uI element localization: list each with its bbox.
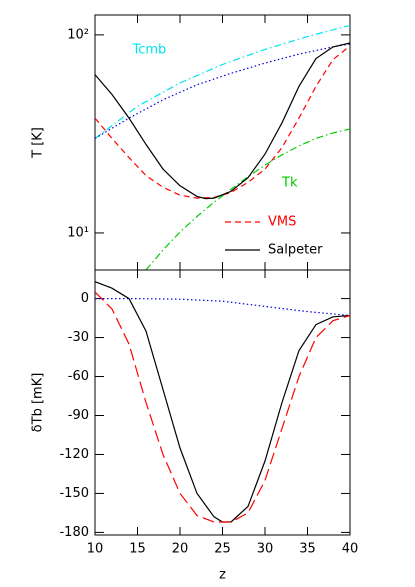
legend-label: VMS — [268, 215, 296, 230]
y-tick-label: 10¹ — [67, 225, 89, 240]
y-tick-label: 0 — [81, 291, 89, 306]
series-line — [94, 281, 351, 523]
x-tick-label: 40 — [342, 542, 359, 557]
x-axis-label: z — [219, 568, 226, 583]
x-tick-label: 15 — [129, 542, 146, 557]
series-line — [94, 45, 351, 199]
y-axis-label: T [K] — [31, 127, 46, 159]
legend-label: Salpeter — [268, 243, 323, 258]
y-tick-label: -120 — [59, 447, 89, 462]
y-tick-label: -150 — [59, 486, 89, 501]
x-tick-label: 35 — [299, 542, 316, 557]
x-tick-label: 10 — [87, 542, 104, 557]
y-tick-label: -90 — [68, 408, 89, 423]
y-tick-label: -60 — [68, 369, 89, 384]
series-line — [94, 42, 351, 200]
y-tick-label: 10² — [67, 27, 89, 42]
y-axis-label: δTb [mK] — [31, 373, 46, 433]
series-line — [94, 24, 351, 139]
x-tick-label: 25 — [214, 542, 231, 557]
series-line — [94, 43, 351, 139]
series-label: Tcmb — [132, 43, 167, 58]
series-label: Tk — [281, 175, 298, 190]
x-tick-label: 30 — [257, 542, 274, 557]
y-tick-label: -30 — [68, 330, 89, 345]
x-tick-label: 20 — [172, 542, 189, 557]
series-line — [95, 298, 351, 317]
plot-frame — [94, 269, 351, 536]
y-tick-label: -180 — [59, 525, 89, 540]
series-line — [94, 291, 351, 523]
